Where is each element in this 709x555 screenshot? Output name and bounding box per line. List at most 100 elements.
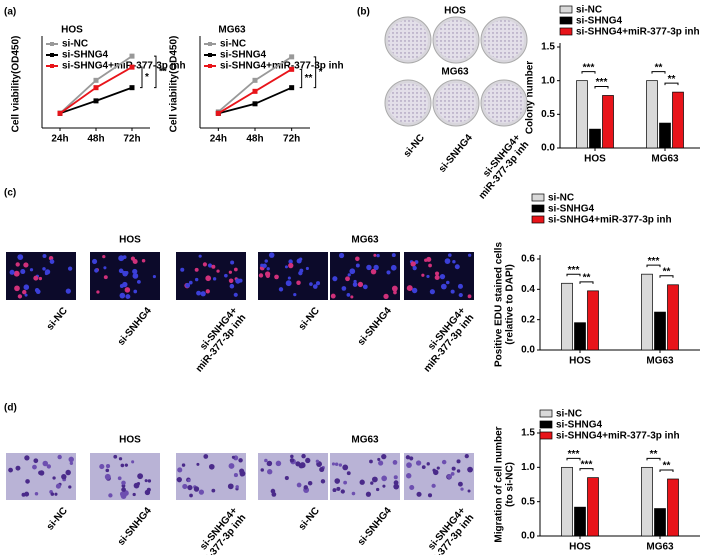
legend-label: si-NC [62, 39, 88, 50]
x-tick-label: 72h [283, 134, 300, 145]
cell [132, 268, 138, 275]
significance-label: ** [305, 73, 313, 84]
significance-label: ** [655, 62, 663, 73]
cell [315, 281, 321, 286]
cell [287, 276, 291, 280]
cell [212, 277, 217, 281]
legend-swatch [559, 5, 573, 14]
micrograph [176, 453, 246, 500]
cell [32, 464, 37, 470]
cell [230, 260, 235, 265]
cell [9, 269, 15, 275]
cell [305, 266, 309, 270]
cell [434, 274, 440, 281]
cell [362, 284, 368, 290]
y-tick-label: 1.5 [521, 428, 535, 439]
legend-swatch [539, 409, 553, 418]
cell [233, 473, 238, 478]
data-point [57, 110, 63, 116]
image-label-group: si-SNHG4+miR-377-3p inh [422, 305, 477, 374]
cell [121, 487, 126, 492]
cell [271, 492, 277, 497]
y-tick-label: 0.4 [521, 284, 535, 295]
data-point [129, 64, 135, 70]
cell [421, 465, 426, 470]
cell [132, 273, 139, 279]
cell [296, 258, 302, 264]
cell [24, 491, 30, 497]
cell [38, 470, 43, 476]
legend-label: si-SHNG4 [62, 50, 109, 61]
legend-marker [208, 64, 212, 68]
cell [290, 454, 294, 459]
cell [342, 464, 349, 471]
cell [137, 473, 144, 480]
image-label-group: si-NC [45, 305, 70, 332]
cell [200, 291, 206, 297]
cell [105, 468, 110, 473]
chart-title: HOS [61, 25, 83, 36]
cell [55, 483, 61, 489]
cell [393, 475, 398, 480]
cell [8, 467, 13, 473]
legend-label: si-SHNG4+miR-377-3p inh [576, 27, 700, 38]
series-line [59, 66, 133, 115]
cell [426, 274, 430, 279]
micrograph [176, 252, 246, 300]
colony-area [388, 20, 428, 60]
cell [393, 480, 399, 486]
bar [587, 290, 599, 351]
image-label-group: si-SNHG4 [356, 505, 394, 548]
image-label-group: si-NC [45, 505, 70, 532]
legend-label: si-SHNG4+miR-377-3p inh [62, 61, 186, 72]
y-axis-label: (to si-NC) [505, 462, 516, 507]
y-axis-label: Colony number [525, 61, 536, 134]
data-point [252, 77, 258, 83]
cell [331, 462, 336, 466]
image-label: si-SNHG4 [116, 305, 154, 348]
cell [444, 258, 451, 265]
image-title: MG63 [351, 435, 379, 446]
data-point [289, 66, 295, 72]
x-tick-label: HOS [569, 542, 591, 553]
cell [229, 283, 235, 289]
cell [227, 483, 234, 490]
cell [96, 290, 100, 294]
bar [672, 91, 684, 149]
cell [205, 289, 210, 294]
cell [467, 294, 472, 299]
cell [187, 478, 191, 483]
cell [67, 266, 73, 271]
cell [15, 262, 20, 267]
legend-swatch [531, 193, 545, 202]
cell [24, 455, 30, 461]
legend-marker [50, 64, 54, 68]
cell [42, 460, 49, 467]
significance-label: ** [663, 266, 671, 277]
cell [105, 464, 111, 469]
cell [428, 263, 432, 268]
cell [44, 271, 49, 276]
cell [319, 466, 325, 473]
significance-label: *** [568, 449, 580, 460]
cell [382, 484, 386, 488]
significance-label: ** [650, 449, 658, 460]
cell [233, 292, 238, 297]
significance-label: *** [583, 62, 595, 73]
data-point [129, 85, 135, 91]
colony-area [436, 20, 476, 60]
bar [641, 466, 653, 537]
cell [42, 254, 47, 258]
cell [448, 253, 452, 257]
cell [436, 466, 440, 470]
data-point [252, 101, 258, 107]
cell [22, 289, 27, 295]
cell [152, 275, 156, 279]
legend-label: si-SNHG4+miR-377-3p inh [548, 215, 672, 226]
legend-marker [208, 42, 212, 46]
bar [574, 322, 586, 351]
cell [421, 273, 425, 277]
micrograph [330, 252, 400, 300]
cell [264, 458, 268, 463]
x-tick-label: 72h [123, 134, 140, 145]
